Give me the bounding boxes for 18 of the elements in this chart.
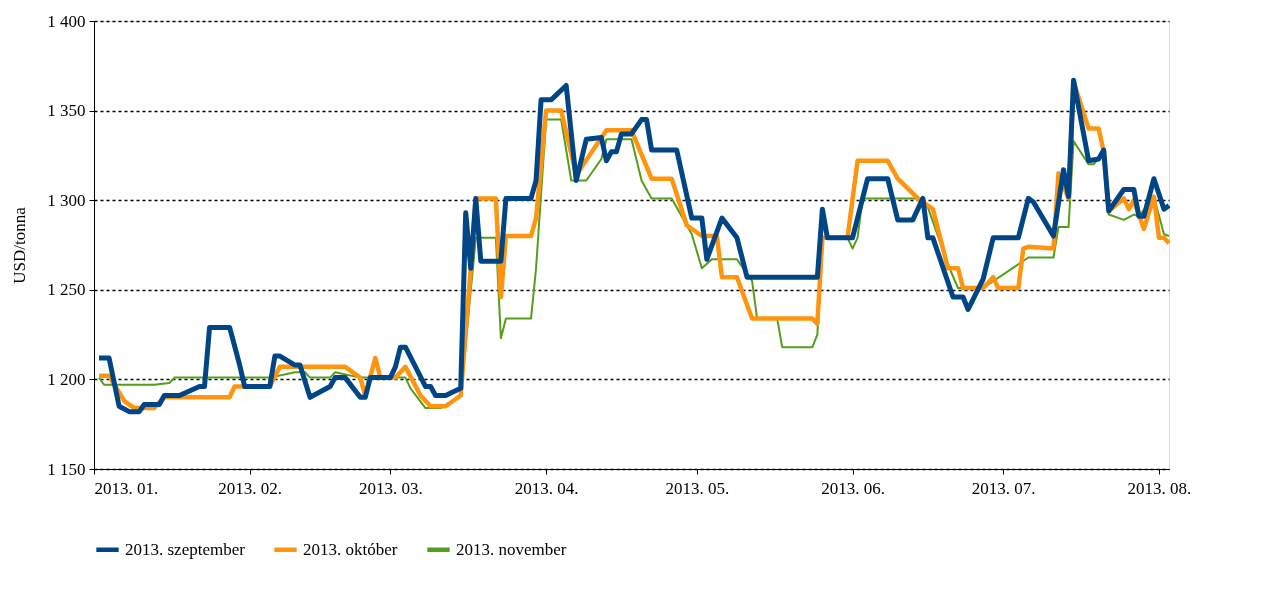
x-tick-label: 2013. 06.: [821, 478, 885, 498]
legend-label: 2013. október: [303, 539, 398, 559]
y-tick-label: 1 250: [47, 280, 86, 300]
x-tick-label: 2013. 08.: [1127, 478, 1192, 498]
x-tick-label: 2013. 04.: [514, 478, 579, 498]
y-axis-title: USD/tonna: [10, 206, 30, 284]
x-tick-label: 2013. 03.: [359, 478, 423, 498]
x-tick-label: 2013. 02.: [218, 478, 283, 498]
y-tick-label: 1 300: [47, 190, 86, 210]
y-tick-label: 1 150: [47, 459, 86, 479]
y-tick-label: 1 350: [47, 101, 86, 121]
legend-label: 2013. november: [456, 539, 567, 559]
legend-label: 2013. szeptember: [125, 539, 246, 559]
y-tick-label: 1 400: [47, 11, 86, 31]
x-tick-label: 2013. 01.: [94, 478, 159, 498]
x-tick-label: 2013. 05.: [665, 478, 730, 498]
y-tick-label: 1 200: [47, 369, 86, 389]
x-tick-label: 2013. 07.: [971, 478, 1036, 498]
